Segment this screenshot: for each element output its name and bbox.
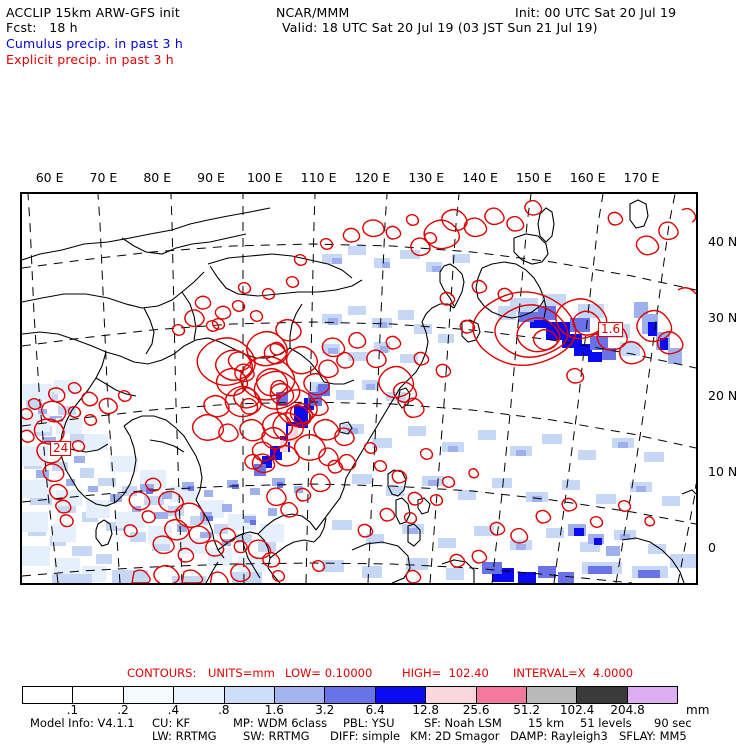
colorbar-swatch[interactable] <box>577 687 628 703</box>
contours-label: CONTOURS: <box>127 666 197 680</box>
lon-tick-label: 140 E <box>462 170 498 185</box>
institution-label: NCAR/MMM <box>276 5 350 20</box>
model-info-item: CU: KF <box>152 716 191 730</box>
lon-tick-label: 160 E <box>569 170 606 185</box>
lon-tick-label: 150 E <box>516 170 552 185</box>
contours-high: HIGH= 102.40 <box>402 666 489 680</box>
colorbar-tick-label: 204.8 <box>610 703 645 717</box>
longitude-axis: 60 E 70 E 80 E 90 E 100 E 110 E 120 E 130 E 140 … <box>0 170 740 188</box>
model-info-item: SFLAY: MM5 <box>619 729 687 743</box>
colorbar-swatch[interactable] <box>23 687 74 703</box>
lon-tick-label: 60 E <box>35 170 64 185</box>
lat-tick-label: 0 <box>708 540 716 555</box>
model-info-item: SF: Noah LSM <box>424 716 502 730</box>
colorbar-swatch[interactable] <box>476 687 527 703</box>
lat-tick-label: 40 N <box>708 234 738 249</box>
cumulus-legend-label: Cumulus precip. in past 3 h <box>6 36 183 51</box>
lon-tick-label: 70 E <box>89 170 118 185</box>
colorbar-tick-label: 6.4 <box>365 703 385 717</box>
lon-tick-label: 170 E <box>623 170 660 185</box>
lon-tick-label: 130 E <box>408 170 445 185</box>
colorbar-swatch[interactable] <box>526 687 578 703</box>
colorbar-tick-label: 1.6 <box>264 703 284 717</box>
explicit-legend-label: Explicit precip. in past 3 h <box>6 52 174 67</box>
colorbar-tick-label: .8 <box>218 703 230 717</box>
map-canvas <box>22 194 696 583</box>
colorbar-tick-label: .1 <box>66 703 79 717</box>
valid-time-label: Valid: 18 UTC Sat 20 Jul 19 (03 JST Sun … <box>282 20 598 35</box>
lat-tick-label: 30 N <box>708 310 738 325</box>
colorbar-tick-label: .2 <box>117 703 129 717</box>
contours-low: LOW= 0.10000 <box>285 666 373 680</box>
model-info-item: KM: 2D Smagor <box>410 729 500 743</box>
lon-tick-label: 110 E <box>300 170 337 185</box>
model-info-item: PBL: YSU <box>343 716 395 730</box>
colorbar-swatch[interactable] <box>274 687 326 703</box>
lon-tick-label: 80 E <box>143 170 172 185</box>
model-info-item: 51 levels <box>580 716 632 730</box>
header-block: ACCLIP 15km ARW-GFS init Fcst: 18 h Cumu… <box>0 0 740 70</box>
colorbar-swatch[interactable] <box>123 687 175 703</box>
lat-tick-label: 20 N <box>708 388 738 403</box>
explicit-precip-contours <box>22 199 696 583</box>
contours-interval: INTERVAL=X 4.0000 <box>513 666 634 680</box>
model-info-item: SW: RRTMG <box>243 729 310 743</box>
map-plot-area[interactable]: 1.6 24 <box>20 192 698 585</box>
model-info-item: DAMP: Rayleigh3 <box>510 729 608 743</box>
model-info-item: 15 km <box>528 716 565 730</box>
colorbar-tick-label: 102.4 <box>559 703 595 717</box>
colorbar-swatch[interactable] <box>174 687 225 703</box>
lat-tick-label: 10 N <box>708 464 738 479</box>
latitude-axis: 40 N 30 N 20 N 10 N 0 <box>700 192 740 592</box>
contour-value-label: 1.6 <box>598 322 624 337</box>
colorbar-tick-label: 25.6 <box>462 703 490 717</box>
model-title: ACCLIP 15km ARW-GFS init <box>6 5 180 20</box>
colorbar-swatch[interactable] <box>627 687 678 703</box>
colorbar-swatch[interactable] <box>73 687 124 703</box>
graticule-grid <box>22 194 696 583</box>
contour-value-label: 24 <box>50 441 72 456</box>
model-info-item: DIFF: simple <box>330 729 401 743</box>
contours-units: UNITS=mm <box>208 666 275 680</box>
colorbar-tick-label: 51.2 <box>513 703 540 717</box>
lon-tick-label: 100 E <box>246 170 283 185</box>
init-time-label: Init: 00 UTC Sat 20 Jul 19 <box>515 5 677 20</box>
colorbar-tick-labels: .1 .2 .4 .8 1.6 3.2 6.4 12.8 25.6 51.2 102.4 204.8 <box>0 703 740 719</box>
model-info-item: MP: WDM 6class <box>233 716 328 730</box>
forecast-hour: Fcst: 18 h <box>6 20 78 35</box>
precipitation-colorbar[interactable] <box>22 686 678 704</box>
colorbar-swatch[interactable] <box>426 687 477 703</box>
contour-info-line: CONTOURS: UNITS=mm LOW= 0.10000 HIGH= 10… <box>0 666 740 682</box>
colorbar-swatch[interactable] <box>375 687 427 703</box>
model-info-item: Model Info: V4.1.1 <box>30 716 135 730</box>
model-info-footer: Model Info: V4.1.1 CU: KF MP: WDM 6class PB… <box>0 716 740 743</box>
colorbar-swatch[interactable] <box>325 687 376 703</box>
model-info-item: LW: RRTMG <box>152 729 217 743</box>
colorbar-unit-label: mm <box>686 703 710 717</box>
colorbar-tick-label: 3.2 <box>315 703 335 717</box>
lon-tick-label: 120 E <box>354 170 391 185</box>
colorbar-tick-label: 12.8 <box>412 703 440 717</box>
lon-tick-label: 90 E <box>197 170 225 185</box>
model-info-item: 90 sec <box>654 716 692 730</box>
colorbar-swatch[interactable] <box>224 687 275 703</box>
colorbar-tick-label: .4 <box>167 703 180 717</box>
